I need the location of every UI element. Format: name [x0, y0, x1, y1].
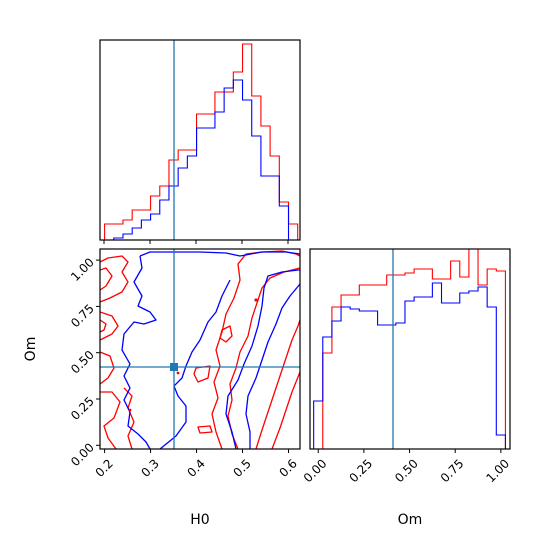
h0-histogram-panel [99, 39, 301, 244]
contour-xtick-label: 0.2 [93, 456, 116, 479]
om-histogram-series-red [313, 248, 506, 450]
red-marker [176, 371, 180, 375]
blue-contour-mid [159, 279, 231, 449]
red-contour-inner-loop [219, 325, 233, 343]
om-histogram-xtick-label: 0.50 [392, 456, 421, 485]
om-histogram-xtick-label: 1.00 [483, 456, 512, 485]
red-contour-right-edge [255, 319, 300, 449]
contour-xlabel: H0 [190, 512, 209, 528]
om-histogram-xtick-label: 0.75 [438, 456, 467, 485]
red-contours [100, 250, 300, 449]
red-contour-bottom-left [100, 387, 135, 449]
contour-xtick-label: 0.3 [139, 456, 162, 479]
contour-frame [99, 248, 301, 450]
blue-contour-top-band [139, 251, 300, 257]
contour-xtick-label: 0.4 [184, 456, 207, 479]
om-histogram-frame [309, 248, 511, 450]
red-contour-mid-loop [193, 365, 211, 383]
om-histogram-xticks: 0.00 0.25 0.50 0.75 1.00 [301, 449, 512, 485]
om-histogram-xtick-label: 0.25 [346, 456, 375, 485]
red-contour-right-inner [227, 267, 300, 449]
contour-ylabel: Om [23, 337, 39, 362]
contour-ytick-label: 1.00 [68, 255, 97, 284]
blue-contours [121, 251, 300, 449]
h0-histogram-series-red [104, 43, 299, 240]
h0-histogram-frame [99, 39, 301, 241]
red-marker [254, 298, 258, 302]
om-histogram-series [313, 248, 506, 450]
contour-xticks: 0.2 0.3 0.4 0.5 0.6 [93, 449, 300, 480]
contour-ytick-label: 0.50 [68, 348, 97, 377]
h0-histogram-series-blue [104, 79, 298, 241]
om-histogram-series-blue [313, 282, 506, 449]
h0-om-contour-panel: 0.2 0.3 0.4 0.5 0.6 0.000.250.500.751.00 H0 … [23, 248, 301, 528]
contour-ytick-label: 0.25 [68, 394, 97, 423]
h0-histogram-xticks [103, 240, 289, 244]
om-histogram-panel: 0.00 0.25 0.50 0.75 1.00 Om [301, 248, 512, 528]
om-histogram-xtick-label: 0.00 [301, 456, 330, 485]
red-contour-left-inner [100, 267, 113, 333]
contour-xtick-label: 0.6 [276, 456, 299, 479]
contour-ytick-label: 0.75 [68, 301, 97, 330]
contour-ytick-label: 0.00 [68, 440, 97, 469]
blue-contour-right-outer [225, 269, 300, 449]
red-contour-right-outer [211, 250, 300, 449]
h0-histogram-series [104, 43, 299, 241]
contour-xtick-label: 0.5 [230, 456, 253, 479]
contour-yticks: 0.00 0.25 0.50 0.75 1.00 [68, 255, 100, 469]
om-histogram-xlabel: Om [398, 512, 423, 528]
red-contour-left-outer [100, 255, 129, 385]
blue-contour-right-inner [245, 283, 300, 449]
red-contour-small-loop [197, 425, 213, 434]
truth-marker [170, 363, 178, 371]
red-marker [128, 408, 132, 412]
red-contour-right-edge-2 [271, 371, 300, 449]
blue-contour-left [121, 255, 157, 449]
